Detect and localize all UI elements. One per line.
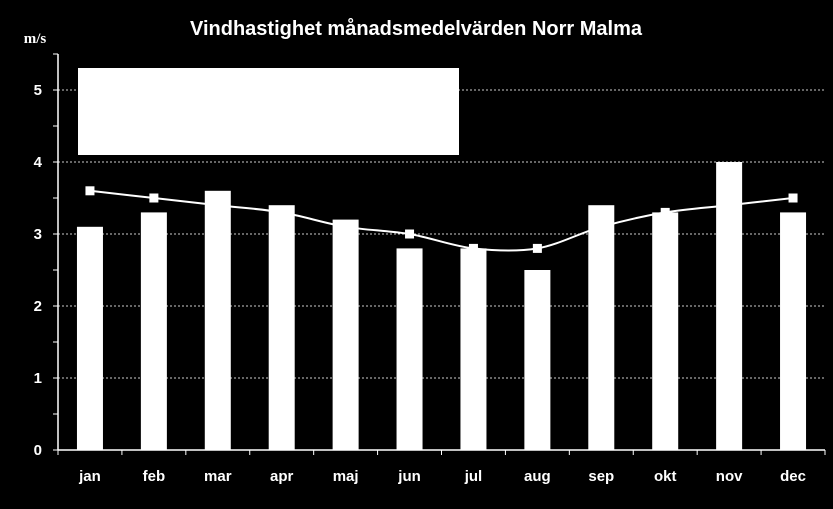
bar-aug [524, 270, 551, 450]
line-marker-maj [341, 222, 351, 232]
y-tick-labels: 0 1 2 3 4 5 [34, 82, 43, 459]
line-marker-dec [788, 193, 798, 203]
line-marker-okt [660, 207, 670, 217]
bar-feb [140, 212, 167, 450]
x-tick-label: jul [464, 468, 483, 485]
x-tick-label: mar [204, 468, 232, 485]
line-marker-feb [149, 193, 159, 203]
x-tick-label: maj [333, 468, 359, 485]
bar-sep [588, 205, 615, 450]
bar-jan [76, 226, 103, 450]
x-tick-label: dec [780, 468, 806, 485]
y-tick-label: 1 [34, 370, 42, 387]
y-tick-label: 0 [34, 442, 42, 459]
x-tick-label: nov [716, 468, 743, 485]
bar-nov [716, 162, 743, 450]
bar-okt [652, 212, 679, 450]
x-tick-label: aug [524, 468, 551, 485]
x-tick-label: feb [143, 468, 166, 485]
line-marker-jul [468, 243, 478, 253]
bar-maj [332, 219, 359, 450]
x-tick-label: jan [78, 468, 101, 485]
line-marker-aug [532, 243, 542, 253]
y-tick-label: 3 [34, 226, 42, 243]
line-marker-nov [724, 200, 734, 210]
x-tick-label: okt [654, 468, 677, 485]
x-tick-label: apr [270, 468, 294, 485]
legend-box [78, 68, 459, 155]
y-axis-unit-label: m/s [24, 31, 47, 47]
line-marker-mar [213, 200, 223, 210]
y-tick-label: 4 [34, 154, 43, 171]
x-tick-label: jun [397, 468, 421, 485]
line-marker-jan [85, 186, 95, 196]
bar-jun [396, 248, 423, 450]
x-tick-label: sep [588, 468, 614, 485]
bar-series [76, 162, 807, 451]
axes [53, 53, 826, 455]
line-series [85, 186, 798, 253]
y-tick-label: 5 [34, 82, 42, 99]
bar-mar [204, 190, 231, 451]
line-marker-apr [277, 207, 287, 217]
trend-line [89, 189, 794, 252]
line-marker-sep [596, 222, 606, 232]
x-tick-labels: jan feb mar apr maj jun jul aug sep okt nov dec [78, 468, 806, 485]
bar-dec [780, 212, 807, 450]
bar-apr [268, 205, 295, 450]
y-tick-label: 2 [34, 298, 42, 315]
bar-jul [460, 248, 487, 450]
line-marker-jun [405, 229, 415, 239]
chart-title: Vindhastighet månadsmedelvärden Norr Mal… [190, 17, 643, 40]
